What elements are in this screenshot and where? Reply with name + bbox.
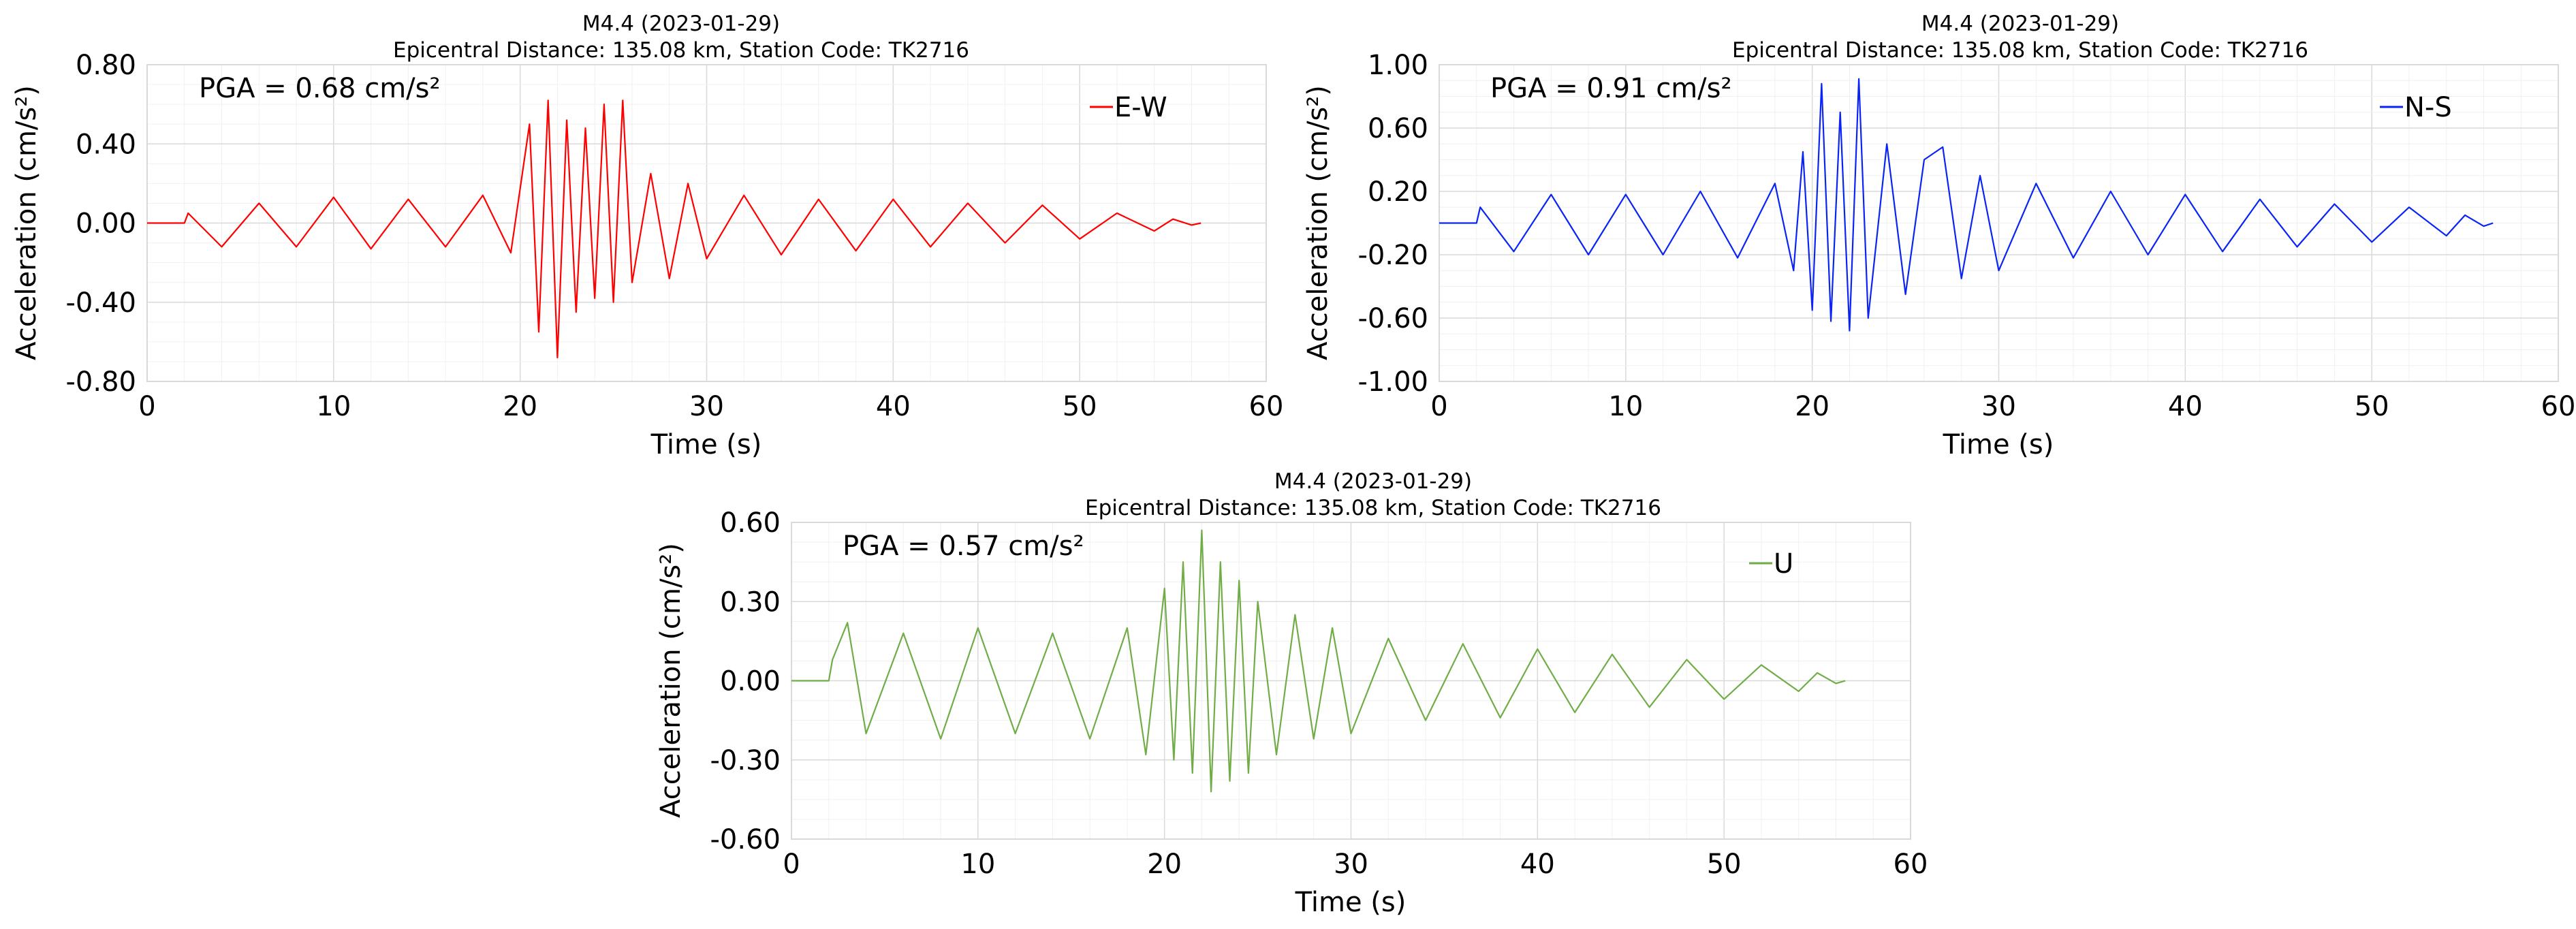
x-tick-label: 10: [960, 849, 995, 880]
x-tick-label: 20: [503, 391, 537, 422]
chart-panel-ns: M4.4 (2023-01-29) Epicentral Distance: 1…: [1302, 12, 2575, 460]
chart-title: M4.4 (2023-01-29): [582, 12, 780, 36]
grid: [1439, 64, 2559, 382]
x-tick-label: 20: [1795, 391, 1829, 422]
y-tick-labels: -0.60 -0.30 0.00 0.30 0.60: [710, 507, 781, 855]
y-tick-label: -0.60: [1358, 303, 1429, 334]
x-tick-label: 10: [1608, 391, 1643, 422]
pga-annotation: PGA = 0.68 cm/s²: [199, 73, 441, 104]
x-tick-label: 30: [1981, 391, 2016, 422]
chart-subtitle: Epicentral Distance: 135.08 km, Station …: [1732, 38, 2308, 63]
x-tick-labels: 0 10 20 30 40 50 60: [138, 391, 1283, 422]
chart-panel-u: M4.4 (2023-01-29) Epicentral Distance: 1…: [655, 469, 1928, 918]
y-tick-label: -0.80: [66, 366, 137, 398]
x-axis-title: Time (s): [1943, 429, 2054, 460]
x-tick-label: 60: [2541, 391, 2576, 422]
y-axis-title: Acceleration (cm/s²): [11, 85, 42, 360]
x-tick-label: 30: [1334, 849, 1368, 880]
chart-subtitle: Epicentral Distance: 135.08 km, Station …: [393, 38, 969, 63]
x-tick-label: 50: [1707, 849, 1742, 880]
x-tick-labels: 0 10 20 30 40 50 60: [1430, 391, 2575, 422]
x-axis-title: Time (s): [650, 429, 762, 460]
x-tick-label: 20: [1147, 849, 1182, 880]
y-tick-label: -1.00: [1358, 366, 1429, 398]
series-line-u: [791, 529, 1846, 793]
y-tick-label: 0.40: [76, 129, 136, 160]
y-tick-label: 0.60: [720, 507, 781, 539]
y-axis-title: Acceleration (cm/s²): [655, 543, 687, 818]
series-line-ns: [1439, 78, 2494, 332]
y-tick-labels: -1.00 -0.60 -0.20 0.20 0.60 1.00: [1358, 50, 1429, 398]
y-axis-title: Acceleration (cm/s²): [1302, 85, 1334, 360]
grid: [146, 64, 1267, 382]
y-tick-label: -0.20: [1358, 240, 1429, 271]
y-tick-label: 0.30: [720, 586, 781, 618]
x-tick-label: 0: [1430, 391, 1447, 422]
pga-annotation: PGA = 0.91 cm/s²: [1490, 73, 1732, 104]
chart-title: M4.4 (2023-01-29): [1921, 12, 2119, 36]
y-tick-label: 0.20: [1368, 176, 1428, 208]
series-line-ew: [147, 99, 1201, 359]
chart-panel-ew: M4.4 (2023-01-29) Epicentral Distance: 1…: [11, 12, 1283, 460]
x-tick-label: 60: [1894, 849, 1928, 880]
x-axis-title: Time (s): [1295, 887, 1407, 918]
x-tick-label: 40: [2168, 391, 2203, 422]
legend-label-ns: N-S: [2404, 92, 2452, 123]
x-tick-labels: 0 10 20 30 40 50 60: [783, 849, 1928, 880]
y-tick-label: -0.30: [710, 745, 781, 776]
x-tick-label: 10: [316, 391, 351, 422]
x-tick-label: 40: [876, 391, 911, 422]
chart-title: M4.4 (2023-01-29): [1274, 469, 1472, 494]
y-tick-label: -0.40: [66, 287, 137, 319]
x-tick-label: 0: [783, 849, 800, 880]
y-tick-label: 0.60: [1368, 113, 1428, 144]
x-tick-label: 40: [1520, 849, 1555, 880]
y-tick-label: 0.00: [720, 666, 781, 697]
x-tick-label: 0: [138, 391, 155, 422]
grid: [791, 522, 1911, 840]
chart-subtitle: Epicentral Distance: 135.08 km, Station …: [1085, 496, 1661, 520]
y-tick-label: 0.00: [76, 208, 136, 240]
y-tick-label: 0.80: [76, 50, 136, 81]
y-tick-label: -0.60: [710, 824, 781, 855]
pga-annotation: PGA = 0.57 cm/s²: [843, 531, 1084, 562]
legend-label-ew: E-W: [1114, 92, 1167, 123]
x-tick-label: 50: [2355, 391, 2389, 422]
legend-label-u: U: [1774, 548, 1793, 580]
x-tick-label: 50: [1063, 391, 1097, 422]
x-tick-label: 60: [1249, 391, 1284, 422]
y-tick-label: 1.00: [1368, 50, 1428, 81]
x-tick-label: 30: [689, 391, 724, 422]
y-tick-labels: -0.80 -0.40 0.00 0.40 0.80: [66, 50, 137, 398]
